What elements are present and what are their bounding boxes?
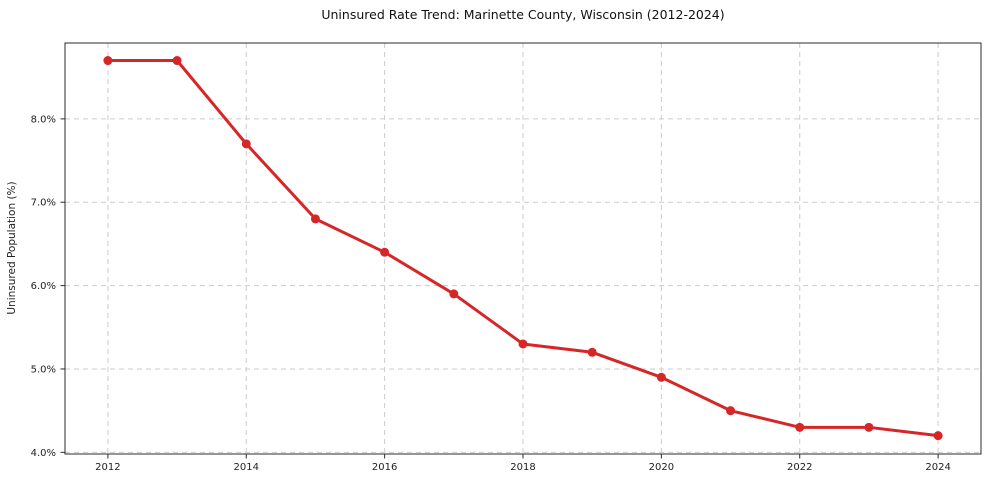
data-point-2022	[795, 422, 805, 432]
x-tick-label: 2012	[95, 462, 120, 473]
data-point-2023	[864, 422, 874, 432]
y-tick-label: 8.0%	[31, 114, 56, 125]
plot-frame	[64, 42, 982, 455]
x-tick-label: 2016	[372, 462, 397, 473]
x-tick-label: 2024	[925, 462, 950, 473]
axis-layer: 2012 2014 2016 2018 2020 2022 2024 4.0% 5.0% 6.0%…	[31, 42, 982, 473]
y-tick-label: 7.0%	[31, 198, 56, 209]
data-point-2014	[241, 139, 251, 149]
grid-layer	[65, 43, 981, 454]
trend-line-series	[103, 56, 943, 441]
chart-title: Uninsured Rate Trend: Marinette County, …	[321, 7, 725, 22]
x-tick-label: 2020	[649, 462, 674, 473]
y-axis-label: Uninsured Population (%)	[6, 181, 18, 314]
data-point-2017	[449, 289, 459, 299]
x-tick-label: 2022	[787, 462, 812, 473]
x-tick-label: 2018	[510, 462, 535, 473]
data-point-2021	[726, 406, 736, 416]
y-tick-label: 6.0%	[31, 281, 56, 292]
data-point-2016	[380, 247, 390, 257]
data-point-2015	[310, 214, 320, 224]
data-point-2024	[933, 431, 943, 441]
data-point-2019	[587, 347, 597, 357]
y-tick-label: 5.0%	[31, 364, 56, 375]
data-point-2018	[518, 339, 528, 349]
data-point-2012	[103, 56, 113, 66]
x-tick-label: 2014	[234, 462, 259, 473]
data-point-2020	[656, 372, 666, 382]
data-point-2013	[172, 56, 182, 66]
y-tick-label: 4.0%	[31, 448, 56, 459]
